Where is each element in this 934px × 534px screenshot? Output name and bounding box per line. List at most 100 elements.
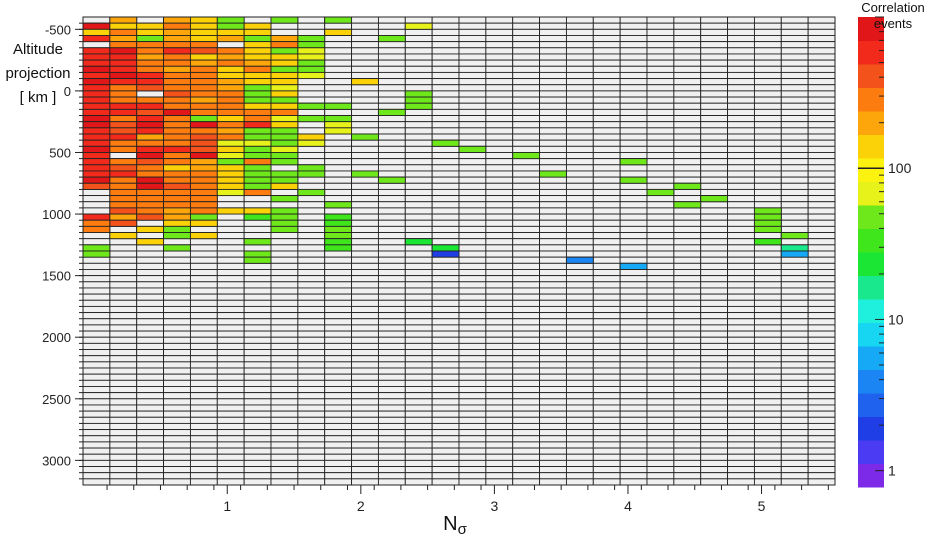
empty-cell: [753, 121, 782, 129]
empty-cell: [109, 398, 138, 406]
empty-cell: [646, 121, 675, 129]
empty-cell: [807, 416, 836, 424]
empty-cell: [431, 324, 460, 332]
colorbar-title-line: events: [874, 16, 913, 31]
heatmap-cell: [136, 41, 165, 49]
empty-cell: [351, 466, 379, 474]
empty-cell: [539, 121, 567, 129]
empty-cell: [619, 447, 648, 455]
empty-cell: [512, 219, 541, 227]
empty-cell: [485, 398, 514, 406]
empty-cell: [458, 84, 487, 92]
empty-cell: [485, 275, 514, 283]
empty-cell: [753, 78, 782, 86]
empty-cell: [673, 269, 702, 277]
empty-cell: [727, 53, 755, 61]
heatmap-cell: [109, 219, 138, 227]
empty-cell: [807, 133, 836, 141]
empty-cell: [458, 164, 487, 172]
empty-cell: [807, 330, 836, 338]
empty-cell: [565, 47, 594, 55]
empty-cell: [565, 299, 594, 307]
empty-cell: [565, 71, 594, 80]
empty-cell: [109, 392, 138, 400]
empty-cell: [619, 373, 648, 381]
empty-cell: [673, 96, 702, 104]
empty-cell: [780, 28, 809, 36]
empty-cell: [297, 96, 326, 104]
empty-cell: [431, 232, 460, 240]
empty-cell: [404, 305, 433, 314]
empty-cell: [807, 90, 836, 98]
heatmap-cell: [163, 47, 191, 55]
heatmap-cell: [216, 22, 245, 30]
heatmap-cell: [189, 115, 218, 123]
empty-cell: [485, 238, 514, 246]
empty-cell: [565, 287, 594, 295]
empty-cell: [109, 287, 138, 295]
empty-cell: [565, 65, 594, 73]
empty-cell: [673, 287, 702, 295]
empty-cell: [565, 336, 594, 344]
empty-cell: [807, 478, 836, 486]
empty-cell: [351, 244, 379, 252]
empty-cell: [565, 330, 594, 338]
empty-cell: [512, 441, 541, 449]
empty-cell: [109, 472, 138, 480]
heatmap-cell: [270, 115, 299, 123]
heatmap-cell: [82, 59, 111, 67]
empty-cell: [646, 250, 675, 258]
heatmap-cell: [324, 219, 353, 227]
empty-cell: [324, 287, 353, 295]
empty-cell: [324, 59, 353, 67]
empty-cell: [673, 318, 702, 326]
heatmap-cell: [324, 28, 353, 36]
empty-cell: [243, 361, 272, 369]
heatmap-cell: [109, 84, 138, 92]
empty-cell: [539, 287, 567, 295]
empty-cell: [753, 342, 782, 350]
empty-cell: [216, 299, 245, 307]
empty-cell: [512, 201, 541, 209]
empty-cell: [377, 158, 406, 166]
empty-cell: [780, 416, 809, 424]
empty-cell: [592, 478, 621, 486]
heatmap-cell: [163, 207, 191, 215]
empty-cell: [404, 108, 433, 116]
empty-cell: [565, 176, 594, 184]
empty-cell: [431, 447, 460, 455]
empty-cell: [780, 207, 809, 215]
empty-cell: [431, 466, 460, 474]
empty-cell: [485, 435, 514, 443]
heatmap-cell: [270, 158, 299, 166]
heatmap-cell: [216, 145, 245, 153]
empty-cell: [646, 361, 675, 369]
empty-cell: [539, 441, 567, 449]
empty-cell: [485, 188, 514, 197]
heatmap-cell: [82, 71, 111, 80]
heatmap-cell: [243, 28, 272, 36]
empty-cell: [458, 47, 487, 55]
empty-cell: [512, 386, 541, 394]
empty-cell: [780, 336, 809, 344]
empty-cell: [780, 293, 809, 301]
heatmap-cell: [189, 41, 218, 49]
heatmap-cell: [297, 102, 326, 110]
heatmap-cell: [404, 238, 433, 246]
empty-cell: [163, 336, 191, 344]
heatmap-cell: [243, 41, 272, 49]
empty-cell: [727, 244, 755, 252]
empty-cell: [485, 466, 514, 474]
empty-cell: [807, 404, 836, 412]
empty-cell: [109, 305, 138, 314]
empty-cell: [727, 250, 755, 258]
empty-cell: [646, 472, 675, 480]
empty-cell: [377, 410, 406, 418]
empty-cell: [565, 96, 594, 104]
heatmap-cell: [324, 102, 353, 110]
colorbar-segment: [858, 463, 884, 488]
empty-cell: [189, 472, 218, 480]
empty-cell: [216, 275, 245, 283]
heatmap-cell: [189, 121, 218, 129]
empty-cell: [189, 225, 218, 233]
